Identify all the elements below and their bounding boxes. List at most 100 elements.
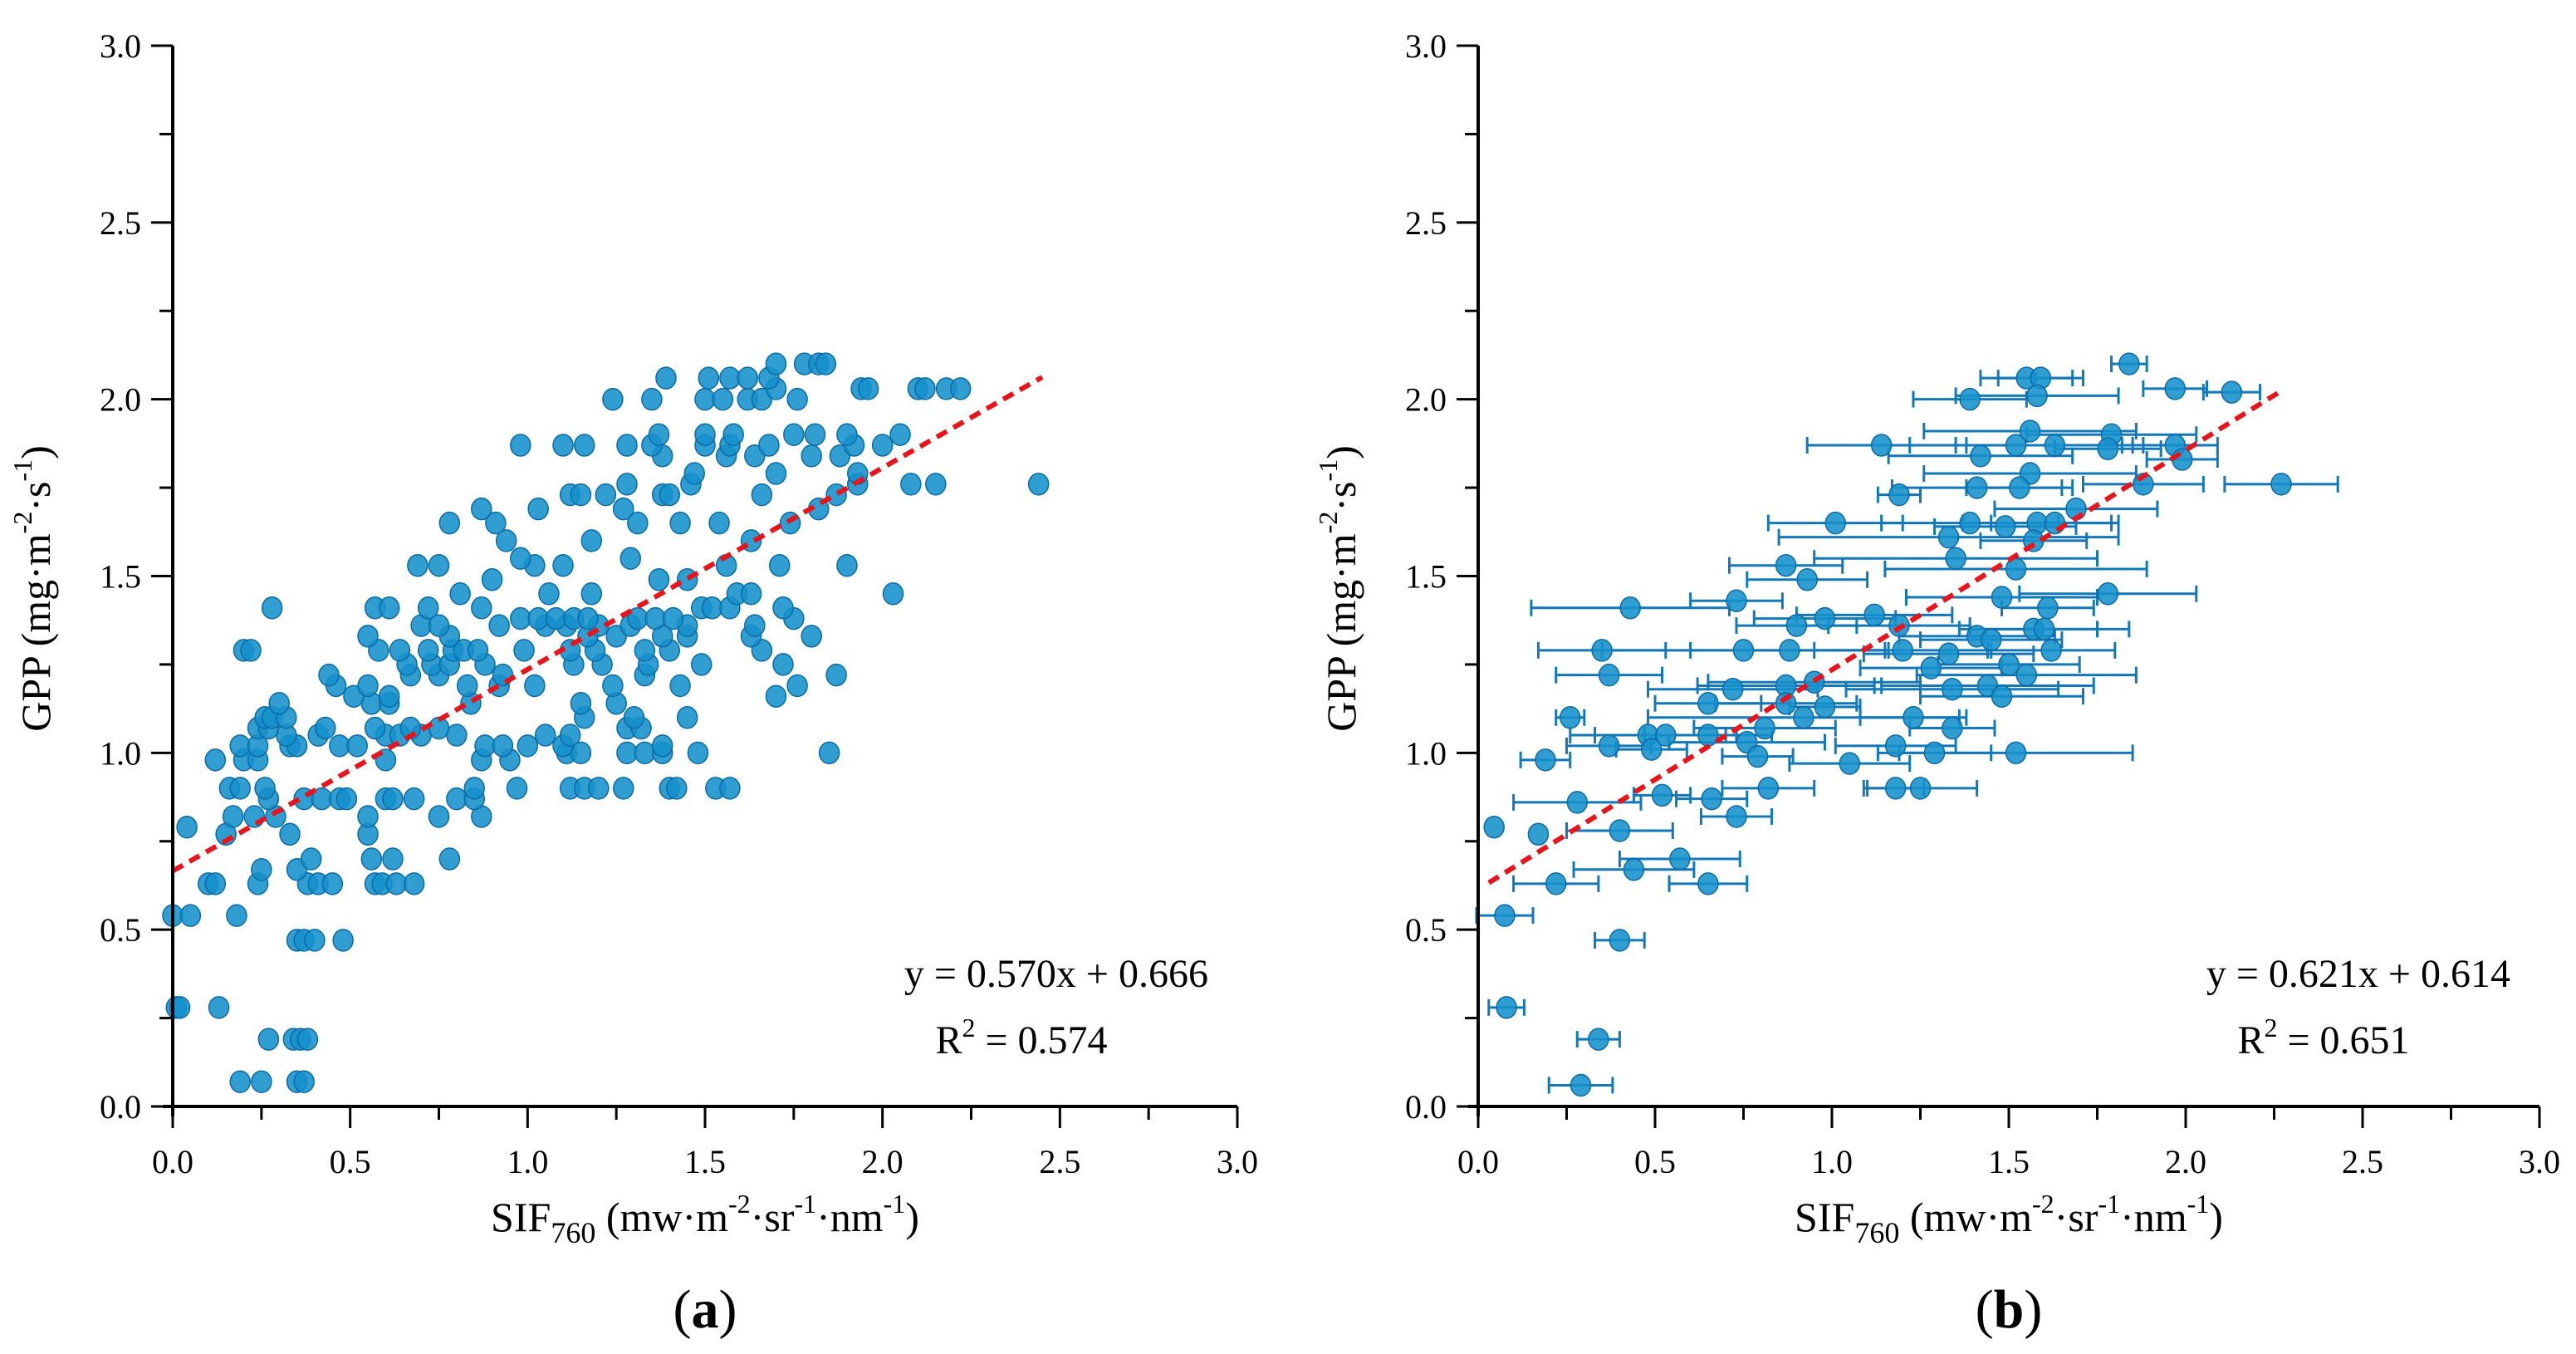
data-point [1560, 706, 1581, 729]
data-point [1619, 596, 1641, 620]
data-point [524, 674, 546, 698]
data-point [634, 741, 656, 765]
data-point [871, 434, 894, 457]
paren: ( [1976, 1279, 1994, 1340]
data-point [1966, 476, 1988, 499]
data-point [538, 582, 560, 606]
ylabel-exp: -1 [7, 459, 37, 482]
ylabel-exp: -2 [7, 512, 37, 534]
data-point [602, 387, 624, 411]
data-point [602, 674, 624, 698]
data-point [403, 872, 425, 895]
x-tick-label: 0.0 [1457, 1143, 1499, 1180]
data-point [513, 639, 535, 662]
data-point [783, 423, 805, 446]
data-point [510, 606, 531, 630]
data-point [1980, 628, 2002, 651]
x-tick-label: 2.5 [2342, 1143, 2383, 1180]
data-point [690, 653, 713, 676]
panel-letter: b [1994, 1279, 2025, 1340]
axis-ticks-a: 0.0 0.5 1.0 1.5 2.0 2.5 3.0 0.0 0.5 1.0 1.5 2.0 2.5 3… [100, 27, 1258, 1180]
panel-a: 0.0 0.5 1.0 1.5 2.0 2.5 3.0 0.0 0.5 1.0 1.5 2.0 2.5 3… [7, 27, 1258, 1340]
data-point [335, 787, 358, 811]
data-point [882, 582, 904, 606]
ylabel-unit: ) [12, 445, 59, 459]
panel-letter: a [692, 1279, 719, 1340]
data-point [612, 777, 634, 800]
data-point [2005, 741, 2027, 765]
data-point [243, 805, 266, 828]
data-point [1697, 724, 1719, 747]
regression-equation-a: y = 0.570x + 0.666 [904, 952, 1208, 996]
data-point [407, 553, 429, 577]
data-point [1779, 639, 1800, 662]
data-point [1655, 724, 1677, 747]
data-point [1732, 639, 1755, 662]
data-point [1892, 639, 1913, 662]
y-tick-label: 1.5 [1405, 558, 1447, 596]
data-point [1775, 553, 1797, 577]
data-point [620, 547, 642, 570]
data-point [1863, 603, 1885, 627]
data-point [364, 716, 386, 740]
data-point [304, 929, 326, 952]
data-point [1888, 483, 1910, 507]
data-point [1942, 677, 1963, 701]
data-point [857, 377, 879, 400]
data-point [765, 352, 787, 375]
data-point [474, 734, 496, 758]
data-point [321, 872, 344, 895]
panel-b: 0.0 0.5 1.0 1.5 2.0 2.5 3.0 0.0 0.5 1.0 1.5 2.0 2.5 3… [1313, 27, 2560, 1340]
data-point [332, 929, 354, 952]
data-point [1588, 1028, 1609, 1051]
data-point [925, 473, 947, 496]
data-point [169, 996, 191, 1019]
data-point [492, 734, 514, 758]
x-tick-label: 2.0 [2165, 1143, 2206, 1180]
data-point [488, 614, 510, 637]
data-point [712, 387, 734, 411]
data-point [471, 497, 492, 521]
data-point [1994, 515, 2016, 538]
data-point [1591, 639, 1613, 662]
data-point [1903, 706, 1924, 729]
y-tick-label: 0.0 [1405, 1088, 1447, 1126]
data-point [1920, 656, 1942, 679]
data-point [616, 473, 638, 496]
data-point [570, 483, 592, 507]
data-point [914, 377, 936, 400]
data-point [1991, 684, 2013, 708]
xlabel-unit: ) [2209, 1194, 2223, 1240]
data-point [666, 777, 688, 800]
r-exponent: 2 [962, 1013, 975, 1042]
data-point [1701, 787, 1722, 811]
data-point [612, 497, 634, 521]
xlabel-main: SIF [491, 1194, 551, 1240]
data-point [2033, 617, 2055, 641]
data-point [2037, 596, 2059, 620]
regression-equation-b: y = 0.621x + 0.614 [2206, 952, 2510, 996]
data-point [1697, 691, 1719, 715]
data-point [1496, 996, 1517, 1019]
data-point [655, 366, 677, 390]
data-point [1651, 783, 1673, 807]
data-point [360, 847, 383, 871]
data-point [2019, 419, 2041, 443]
panel-label-b: (b) [1976, 1279, 2043, 1340]
data-point [385, 872, 407, 895]
ylabel-exp: -1 [1313, 459, 1343, 482]
data-point [1793, 706, 1814, 729]
xlabel-exp: -1 [2187, 1189, 2210, 1219]
xlabel-unit: (mw·m [595, 1194, 728, 1240]
data-point [1598, 734, 1620, 758]
data-point [1824, 511, 1847, 535]
data-point [329, 734, 350, 758]
data-point [580, 529, 603, 552]
data-point [573, 434, 595, 457]
data-point [644, 606, 666, 630]
data-point [694, 387, 716, 411]
data-point [683, 462, 705, 485]
data-point [222, 805, 244, 828]
data-point [2005, 434, 2027, 457]
